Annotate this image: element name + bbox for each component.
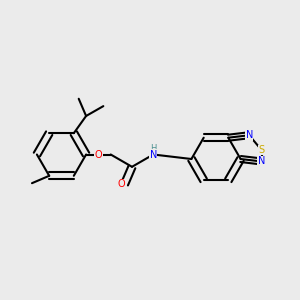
Text: N: N	[258, 157, 265, 166]
Text: S: S	[258, 145, 265, 155]
Text: O: O	[94, 149, 102, 160]
Text: O: O	[118, 179, 125, 189]
Text: H: H	[150, 144, 157, 153]
Text: N: N	[150, 149, 157, 160]
Text: N: N	[245, 130, 253, 140]
